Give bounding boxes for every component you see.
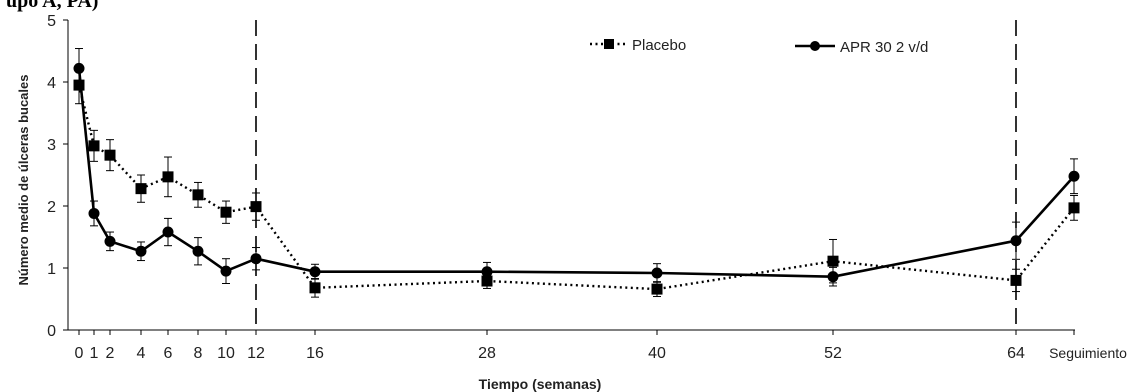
x-tick-label: 52 [824, 345, 842, 362]
x-tick-label: 28 [478, 345, 496, 362]
x-tick-label: 1 [90, 345, 99, 362]
data-point-apr [162, 226, 174, 238]
legend-label: Placebo [632, 37, 686, 54]
y-axis-label: Número medio de úlceras bucales [16, 75, 31, 286]
data-point-apr [651, 267, 663, 279]
data-point-placebo [135, 183, 147, 195]
data-point-placebo [88, 140, 100, 152]
data-point-placebo [250, 201, 262, 213]
data-point-apr [104, 235, 116, 247]
data-point-apr [135, 245, 147, 257]
y-tick-label: 3 [47, 137, 56, 154]
y-tick-label: 4 [47, 75, 56, 92]
data-point-placebo [192, 189, 204, 201]
data-point-apr [192, 245, 204, 257]
y-tick-label: 2 [47, 199, 56, 216]
x-tick-label: 6 [164, 345, 173, 362]
data-point-placebo [827, 255, 839, 267]
x-tick-label: 10 [217, 345, 235, 362]
data-point-apr [1068, 170, 1080, 182]
x-tick-label: 0 [75, 345, 84, 362]
x-tick-label: 4 [137, 345, 146, 362]
legend-marker-square [604, 39, 614, 49]
data-point-apr [309, 266, 321, 278]
x-tick-label: 12 [247, 345, 265, 362]
data-point-placebo [162, 171, 174, 183]
x-tick-label: Seguimiento [1049, 345, 1127, 361]
series-line-apr [77, 68, 1075, 279]
data-point-placebo [651, 283, 663, 295]
data-point-apr [73, 62, 85, 74]
x-tick-label: 40 [648, 345, 666, 362]
data-point-placebo [309, 282, 321, 294]
x-tick-label: 64 [1007, 345, 1025, 362]
series-line-placebo [77, 84, 1075, 291]
legend-marker-circle [810, 41, 820, 51]
x-tick-label: 2 [106, 345, 115, 362]
y-tick-label: 1 [47, 261, 56, 278]
data-point-apr [88, 207, 100, 219]
data-point-apr [481, 266, 493, 278]
legend-label: APR 30 2 v/d [840, 39, 928, 56]
x-tick-label: 8 [194, 345, 203, 362]
x-tick-label: 16 [306, 345, 324, 362]
y-tick-label: 0 [47, 323, 56, 340]
data-point-apr [220, 265, 232, 277]
data-point-placebo [104, 149, 116, 161]
data-point-placebo [220, 206, 232, 218]
caption-fragment: upo A, PA) [6, 0, 99, 12]
data-point-apr [250, 253, 262, 265]
data-point-placebo [1068, 202, 1080, 214]
data-point-placebo [1010, 274, 1022, 286]
x-axis-label: Tiempo (semanas) [479, 376, 602, 392]
data-point-apr [1010, 235, 1022, 247]
y-tick-label: 5 [47, 13, 56, 30]
data-point-apr [827, 271, 839, 283]
